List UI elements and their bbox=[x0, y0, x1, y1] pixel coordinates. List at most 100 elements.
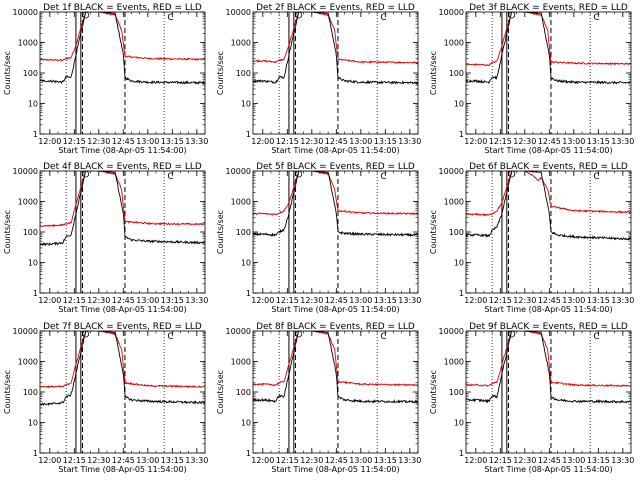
x-tick-label: 12:00 bbox=[464, 456, 487, 465]
x-tick-label: 13:00 bbox=[349, 296, 372, 305]
y-tick-label: 10000 bbox=[13, 327, 38, 336]
events-series bbox=[40, 12, 205, 85]
x-tick-label: 12:45 bbox=[325, 456, 348, 465]
x-tick-label: 12:45 bbox=[538, 296, 561, 305]
event-markers bbox=[278, 12, 378, 134]
y-tick-label: 10000 bbox=[226, 167, 251, 176]
c-annotation: C bbox=[380, 172, 386, 182]
y-tick-label: 100 bbox=[449, 69, 464, 78]
y-tick-label: 1 bbox=[459, 449, 464, 458]
y-tick-label: 10000 bbox=[226, 327, 251, 336]
x-axis-label: Start Time (08-Apr-05 11:54:00) bbox=[484, 146, 612, 155]
c-annotation: C bbox=[593, 13, 599, 23]
y-tick-label: 100 bbox=[236, 388, 251, 397]
plot-frame bbox=[465, 170, 632, 294]
c-annotation: C bbox=[593, 332, 599, 342]
x-tick-label: 12:30 bbox=[513, 456, 536, 465]
y-tick-label: 1000 bbox=[444, 198, 464, 207]
y-tick-label: 100 bbox=[236, 69, 251, 78]
x-tick-label: 13:30 bbox=[398, 456, 421, 465]
x-tick-label: 12:45 bbox=[538, 456, 561, 465]
x-tick-label: 12:45 bbox=[112, 296, 135, 305]
lld-series bbox=[253, 331, 418, 387]
x-tick-label: 13:30 bbox=[611, 456, 634, 465]
y-tick-label: 10 bbox=[241, 259, 251, 268]
y-axis-label: Counts/sec bbox=[3, 210, 12, 254]
x-axis-label: Start Time (08-Apr-05 11:54:00) bbox=[271, 465, 399, 474]
y-tick-label: 1 bbox=[33, 289, 38, 298]
x-tick-label: 13:15 bbox=[374, 296, 397, 305]
lld-series bbox=[40, 171, 205, 228]
y-tick-label: 10 bbox=[28, 100, 38, 109]
x-tick-label: 12:45 bbox=[112, 137, 135, 146]
y-tick-label: 100 bbox=[23, 388, 38, 397]
y-axis-label: Counts/sec bbox=[216, 210, 225, 254]
x-tick-label: 12:30 bbox=[513, 296, 536, 305]
event-markers bbox=[278, 171, 378, 293]
y-tick-label: 100 bbox=[23, 69, 38, 78]
y-axis-label: Counts/sec bbox=[216, 51, 225, 95]
lld-series bbox=[253, 171, 418, 216]
x-tick-label: 12:00 bbox=[251, 296, 274, 305]
x-tick-label: 13:30 bbox=[398, 296, 421, 305]
event-markers bbox=[65, 331, 165, 453]
y-tick-label: 1000 bbox=[231, 198, 251, 207]
c-annotation: C bbox=[167, 13, 173, 23]
events-series bbox=[253, 331, 418, 404]
x-tick-label: 13:00 bbox=[562, 296, 585, 305]
x-tick-label: 12:15 bbox=[489, 137, 512, 146]
y-tick-label: 100 bbox=[23, 228, 38, 237]
event-markers bbox=[278, 331, 378, 453]
plot-frame bbox=[39, 11, 206, 135]
events-series bbox=[466, 331, 631, 404]
x-axis-label: Start Time (08-Apr-05 11:54:00) bbox=[484, 465, 612, 474]
x-tick-label: 13:15 bbox=[161, 137, 184, 146]
y-tick-label: 100 bbox=[449, 388, 464, 397]
event-markers bbox=[491, 12, 591, 134]
x-tick-label: 12:30 bbox=[87, 137, 110, 146]
x-tick-label: 13:00 bbox=[349, 137, 372, 146]
y-tick-label: 1 bbox=[246, 449, 251, 458]
plot-frame bbox=[252, 11, 419, 135]
panel-title: Det 5f BLACK = Events, RED = LLD bbox=[256, 162, 415, 172]
y-tick-label: 1 bbox=[246, 289, 251, 298]
x-axis-label: Start Time (08-Apr-05 11:54:00) bbox=[271, 146, 399, 155]
y-tick-label: 10 bbox=[454, 259, 464, 268]
x-tick-label: 13:15 bbox=[587, 137, 610, 146]
y-axis-label: Counts/sec bbox=[3, 51, 12, 95]
event-markers bbox=[491, 171, 591, 293]
x-tick-label: 12:15 bbox=[63, 456, 86, 465]
y-tick-label: 10000 bbox=[439, 8, 464, 17]
x-tick-label: 12:30 bbox=[300, 137, 323, 146]
panel-title: Det 8f BLACK = Events, RED = LLD bbox=[256, 322, 415, 332]
x-tick-label: 12:30 bbox=[300, 456, 323, 465]
c-annotation: C bbox=[593, 172, 599, 182]
x-tick-label: 13:15 bbox=[374, 456, 397, 465]
x-tick-label: 12:15 bbox=[489, 296, 512, 305]
y-tick-label: 10000 bbox=[13, 167, 38, 176]
y-axis-label: Counts/sec bbox=[3, 370, 12, 414]
x-axis-label: Start Time (08-Apr-05 11:54:00) bbox=[271, 305, 399, 314]
c-annotation: C bbox=[380, 13, 386, 23]
y-tick-label: 10 bbox=[454, 419, 464, 428]
events-series bbox=[253, 12, 418, 85]
x-tick-label: 12:45 bbox=[325, 296, 348, 305]
x-tick-label: 13:15 bbox=[587, 456, 610, 465]
x-tick-label: 13:00 bbox=[136, 296, 159, 305]
x-tick-label: 12:00 bbox=[251, 137, 274, 146]
panel-title: Det 1f BLACK = Events, RED = LLD bbox=[43, 3, 202, 13]
c-annotation: C bbox=[167, 332, 173, 342]
y-tick-label: 10 bbox=[241, 100, 251, 109]
lld-series bbox=[466, 12, 631, 67]
x-tick-label: 12:00 bbox=[464, 137, 487, 146]
x-axis-label: Start Time (08-Apr-05 11:54:00) bbox=[58, 465, 186, 474]
y-tick-label: 10000 bbox=[439, 327, 464, 336]
y-tick-label: 10000 bbox=[439, 167, 464, 176]
